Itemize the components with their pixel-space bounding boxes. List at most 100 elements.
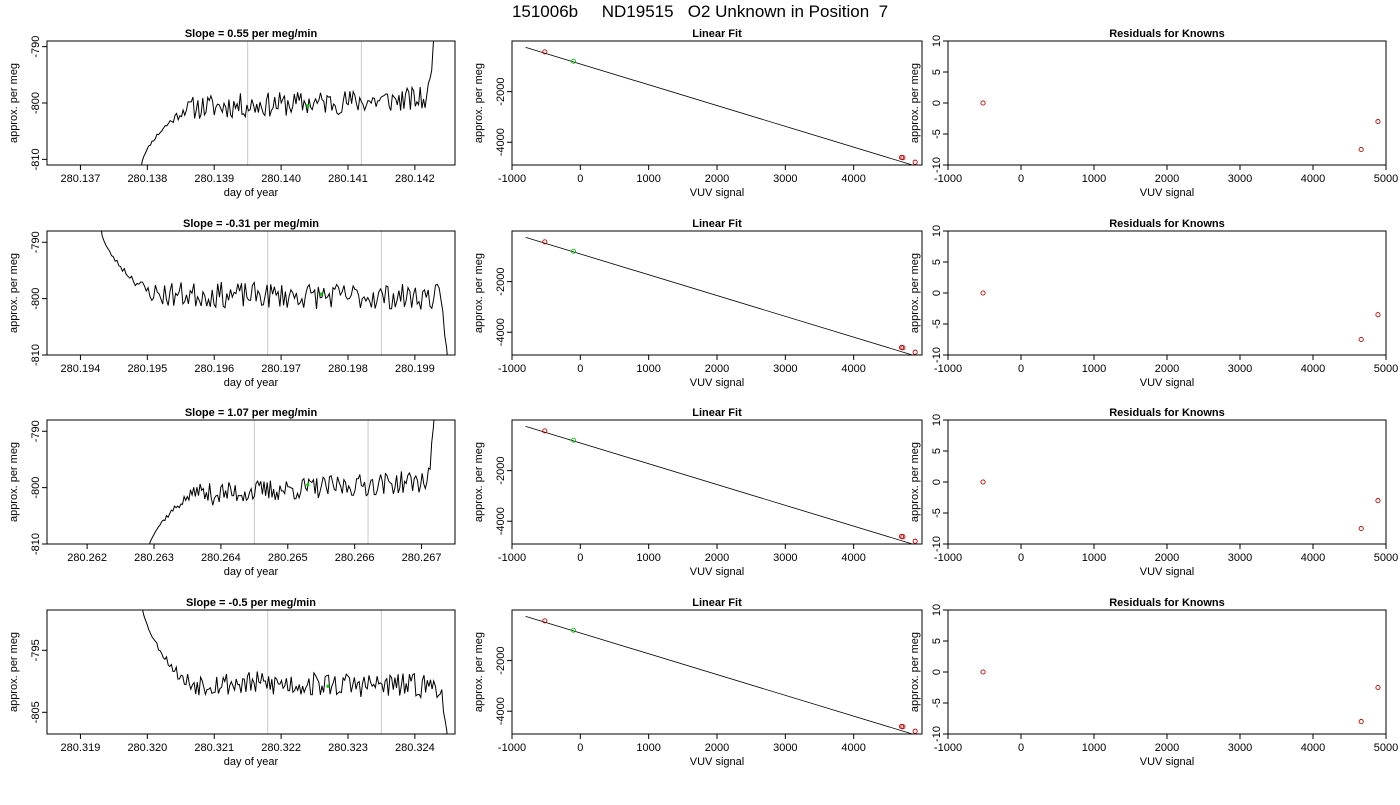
x-axis-label: VUV signal (1140, 187, 1194, 199)
x-tick-label: 4000 (841, 173, 865, 185)
y-tick-label: -790 (30, 420, 42, 442)
known-point (542, 239, 548, 245)
y-tick-label: 10 (931, 414, 943, 426)
y-tick-label: -800 (30, 288, 42, 310)
known-point (1361, 36, 1365, 40)
x-tick-label: 1000 (1082, 363, 1106, 375)
known-point (542, 618, 548, 624)
x-tick-label: 280.264 (201, 552, 241, 564)
known-point (1358, 146, 1364, 153)
y-axis-label: approx. per meg (909, 442, 921, 522)
x-tick-label: 280.142 (395, 173, 435, 185)
y-tick-label: 5 (931, 259, 943, 265)
y-tick-label: -810 (30, 533, 42, 555)
y-tick-label: -10 (931, 347, 943, 363)
fit-line (525, 615, 914, 734)
unknown-average-point (319, 292, 323, 296)
x-tick-label: 1000 (1082, 742, 1106, 754)
x-tick-label: 4000 (1301, 173, 1325, 185)
x-tick-label: 0 (1018, 742, 1024, 754)
x-axis-label: VUV signal (690, 756, 744, 768)
plot-area (525, 46, 918, 165)
x-tick-label: 0 (577, 552, 583, 564)
y-axis-label: approx. per meg (909, 253, 921, 333)
x-tick-label: 4000 (1301, 552, 1325, 564)
panel-title: Slope = -0.31 per meg/min (183, 218, 319, 230)
y-tick-label: 0 (931, 479, 943, 485)
x-axis-label: VUV signal (690, 566, 744, 578)
x-axis-label: VUV signal (690, 377, 744, 389)
x-tick-label: 280.266 (335, 552, 375, 564)
x-tick-label: 1000 (1082, 552, 1106, 564)
x-tick-label: 5000 (1374, 363, 1398, 375)
fit-line (525, 236, 914, 355)
known-point (1358, 525, 1364, 532)
known-point (912, 728, 918, 734)
signal-line (142, 610, 448, 734)
y-tick-label: 0 (931, 100, 943, 106)
x-axis-label: day of year (224, 756, 279, 768)
x-tick-label: 2000 (1155, 173, 1179, 185)
chart-panel-9: -1000 0 1000 2000 3000 4000 5000 -10 -5 0 5 10 Resid… (909, 407, 1398, 578)
signal-line (100, 231, 448, 355)
x-tick-label: 2000 (1155, 363, 1179, 375)
known-point (912, 538, 918, 544)
chart-panel-7: 280.262 280.263 280.264 280.265 280.266 280.2… (8, 407, 456, 578)
known-point (980, 290, 986, 296)
y-tick-label: -4000 (495, 318, 507, 346)
known-point (1375, 119, 1381, 125)
x-tick-label: -1000 (498, 742, 526, 754)
known-point (900, 724, 906, 730)
panel-title: Slope = 1.07 per meg/min (185, 407, 318, 419)
y-tick-label: 5 (931, 638, 943, 644)
y-tick-label: 0 (931, 669, 943, 675)
known-point (1358, 336, 1364, 343)
y-tick-label: 10 (931, 35, 943, 47)
x-tick-label: -1000 (934, 552, 962, 564)
plot-area (100, 231, 448, 355)
x-tick-label: 3000 (1228, 742, 1252, 754)
plot-area (525, 615, 918, 734)
x-tick-label: 280.139 (194, 173, 234, 185)
y-axis-label: approx. per meg (8, 253, 20, 333)
chart-panel-8: -1000 0 1000 2000 3000 4000 -4000 -2000 Linear F… (473, 407, 923, 578)
unknown-point (570, 248, 577, 254)
plot-frame (511, 40, 923, 166)
known-point (980, 100, 986, 106)
x-tick-label: 280.141 (328, 173, 368, 185)
panel-title: Slope = -0.5 per meg/min (186, 597, 316, 609)
y-tick-label: -5 (931, 508, 943, 518)
y-tick-label: -4000 (495, 128, 507, 156)
known-point (900, 155, 906, 161)
y-axis-label: approx. per meg (8, 63, 20, 143)
y-tick-label: 5 (931, 448, 943, 454)
chart-panel-12: -1000 0 1000 2000 3000 4000 5000 -10 -5 0 5 10 Resid… (909, 597, 1398, 768)
panel-title: Residuals for Knowns (1109, 597, 1225, 609)
x-tick-label: 3000 (773, 552, 797, 564)
x-tick-label: 0 (1018, 363, 1024, 375)
y-axis-label: approx. per meg (909, 63, 921, 143)
panel-title: Linear Fit (692, 407, 742, 419)
y-tick-label: -805 (30, 701, 42, 723)
signal-line (141, 41, 435, 165)
x-tick-label: 3000 (773, 742, 797, 754)
panel-title: Residuals for Knowns (1109, 407, 1225, 419)
x-tick-label: 3000 (1228, 552, 1252, 564)
plot-frame (947, 40, 1387, 166)
chart-panel-2: -1000 0 1000 2000 3000 4000 -4000 -2000 Linear F… (473, 28, 923, 199)
x-tick-label: 5000 (1374, 552, 1398, 564)
fit-line (525, 46, 914, 165)
figure-title: 151006b ND19515 O2 Unknown in Position 7 (511, 2, 889, 21)
fit-line (525, 425, 914, 544)
known-point (1375, 684, 1381, 691)
y-tick-label: -2000 (495, 78, 507, 106)
plot-area (980, 290, 1381, 343)
panel-title: Residuals for Knowns (1109, 218, 1225, 230)
plot-frame (46, 419, 456, 545)
x-tick-label: 2000 (1155, 552, 1179, 564)
panel-title: Slope = 0.55 per meg/min (185, 28, 318, 40)
y-tick-label: -5 (931, 129, 943, 139)
x-tick-label: 280.323 (328, 742, 368, 754)
plot-frame (511, 609, 923, 735)
